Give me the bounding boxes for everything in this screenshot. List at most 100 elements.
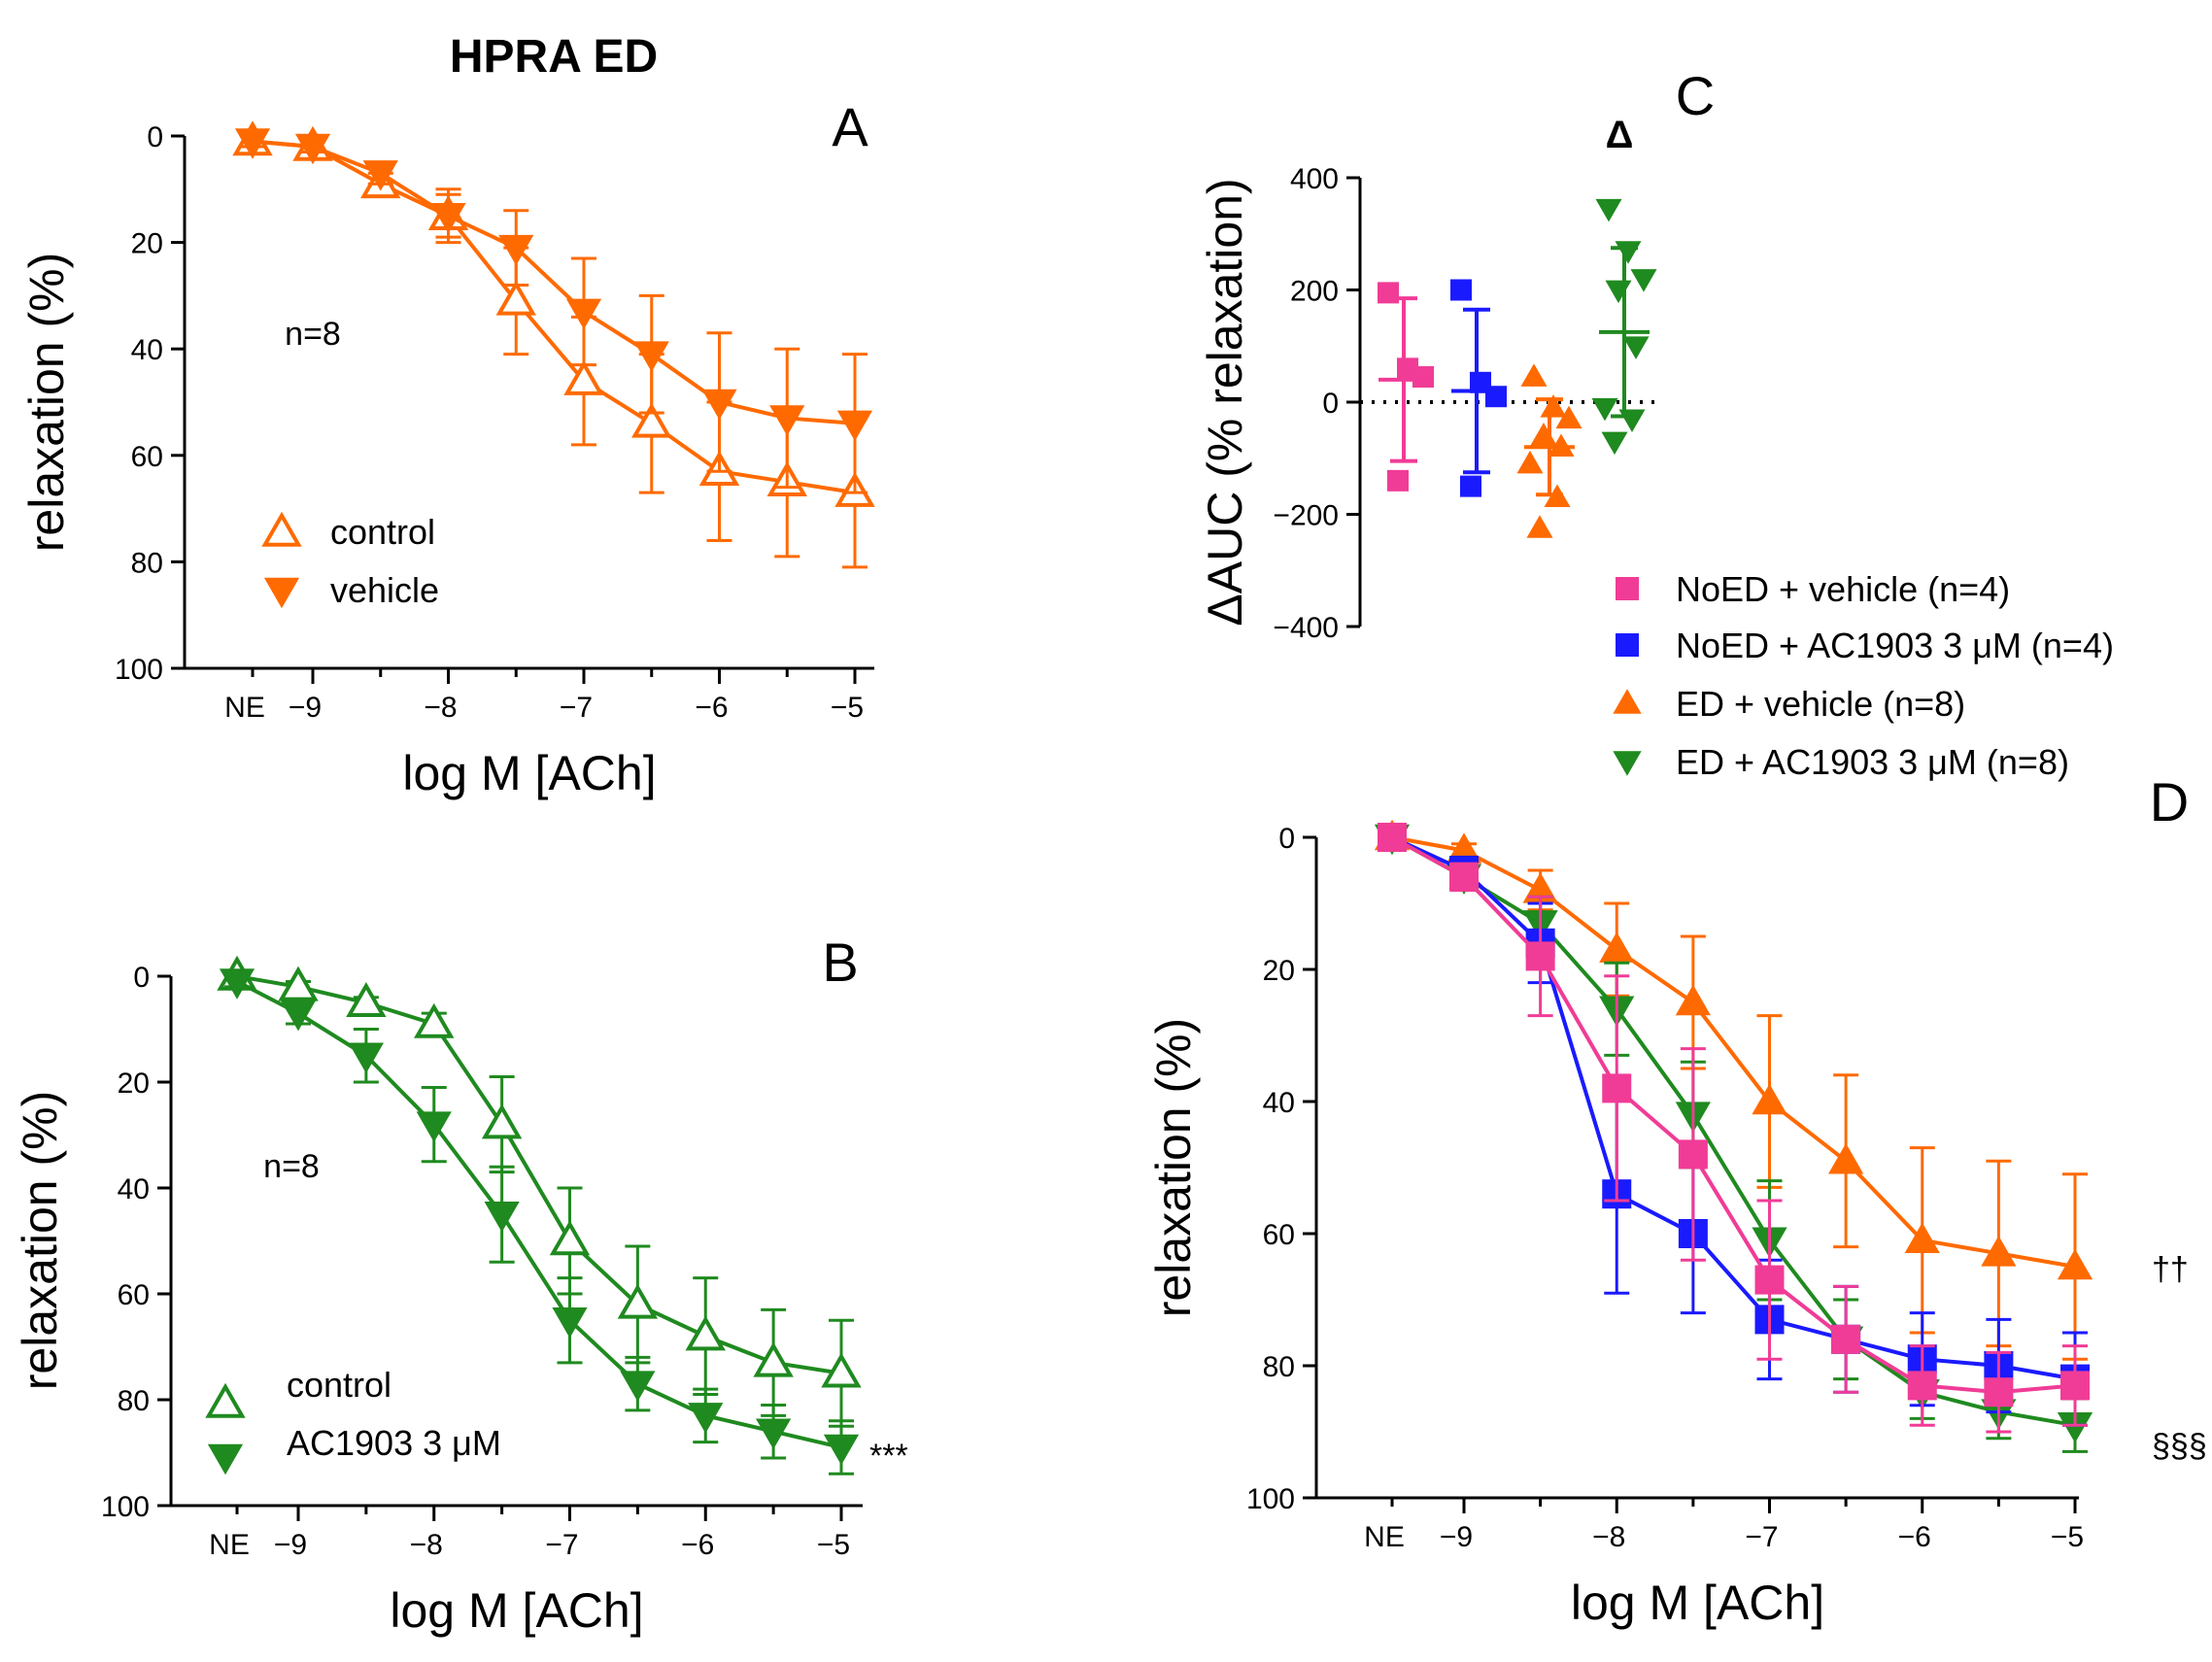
y-tick-label: 80 xyxy=(118,1385,150,1417)
y-tick-label: 0 xyxy=(147,121,163,153)
data-point xyxy=(1460,475,1481,497)
x-tick-label: −8 xyxy=(424,692,457,724)
data-point xyxy=(1387,469,1409,492)
y-tick-label: 40 xyxy=(118,1173,150,1205)
x-tick-label: −5 xyxy=(817,1529,850,1561)
data-point xyxy=(565,298,602,330)
legend-marker xyxy=(207,1443,244,1475)
x-tick-label: −9 xyxy=(1440,1521,1473,1553)
x-axis-label: log M [ACh] xyxy=(390,1583,643,1638)
data-point xyxy=(278,966,319,1001)
data-point xyxy=(346,981,387,1017)
data-point xyxy=(1828,1142,1864,1174)
y-tick-label: 40 xyxy=(131,334,163,366)
legend-label: vehicle xyxy=(330,570,439,610)
data-point xyxy=(2057,1248,2093,1280)
group-2 xyxy=(1516,363,1582,538)
series-line xyxy=(236,974,842,1375)
data-point xyxy=(348,1042,384,1074)
legend-marker xyxy=(1613,689,1642,714)
data-point xyxy=(294,133,331,165)
x-axis-label: log M [ACh] xyxy=(1571,1576,1824,1630)
legend-label: AC1903 3 μM xyxy=(287,1423,501,1463)
data-point xyxy=(414,1002,455,1038)
data-point xyxy=(549,1220,591,1256)
series-ac1903-3-m xyxy=(219,968,860,1475)
data-point xyxy=(1678,1139,1708,1170)
series-vehicle xyxy=(234,128,873,494)
y-tick-label: 80 xyxy=(1263,1351,1295,1383)
data-point xyxy=(1615,241,1642,264)
legend-label: control xyxy=(287,1365,391,1405)
data-point xyxy=(1754,1265,1785,1295)
data-point xyxy=(1555,405,1582,429)
data-point xyxy=(1602,1073,1632,1103)
y-tick-label: 20 xyxy=(1263,955,1295,987)
data-point xyxy=(633,341,669,372)
legend-label: ED + AC1903 3 μM (n=8) xyxy=(1676,742,2069,782)
y-tick-label: 0 xyxy=(1278,823,1295,855)
legend-marker xyxy=(205,1382,246,1418)
data-point xyxy=(701,389,737,421)
significance-mark-bottom: §§§ xyxy=(2152,1428,2207,1465)
x-tick-label: −6 xyxy=(681,1529,714,1561)
significance-mark: Δ xyxy=(1606,114,1634,156)
legend-marker xyxy=(1616,633,1639,657)
data-point xyxy=(1591,397,1618,422)
group-1 xyxy=(1450,279,1507,497)
y-axis-label: relaxation (%) xyxy=(13,1091,67,1390)
data-point xyxy=(1599,932,1635,963)
legend-marker xyxy=(1616,577,1639,600)
y-tick-label: 0 xyxy=(1322,388,1339,420)
data-point xyxy=(563,359,604,395)
data-point xyxy=(617,1283,659,1319)
y-tick-label: 40 xyxy=(1263,1087,1295,1119)
legend-marker xyxy=(263,577,300,609)
data-point xyxy=(498,234,534,266)
data-point xyxy=(1981,1236,2017,1267)
data-point xyxy=(1752,1083,1787,1115)
legend-marker xyxy=(1613,751,1642,776)
data-point xyxy=(1984,1377,2014,1408)
data-point xyxy=(1622,336,1650,359)
series-noed-ac1903-3-m xyxy=(1378,823,2090,1427)
x-tick-label: −7 xyxy=(560,692,593,724)
y-tick-label: 60 xyxy=(131,441,163,473)
panel-letter: C xyxy=(1676,65,1715,126)
panel-letter: A xyxy=(832,96,868,157)
x-tick-label: −6 xyxy=(695,692,728,724)
data-point xyxy=(1595,198,1622,222)
legend-label: NoED + vehicle (n=4) xyxy=(1676,569,2010,609)
data-point xyxy=(1601,431,1628,456)
y-axis-label: ΔAUC (% relaxation) xyxy=(1198,178,1252,626)
data-point xyxy=(552,1307,588,1339)
series-line xyxy=(252,139,856,495)
panel-d: 0 20 40 60 80 100 NE −9 −8 −7 −6 −5 log M [ACh] relax… xyxy=(1146,771,2207,1630)
x-tick-label: NE xyxy=(224,692,265,724)
figure-title: HPRA ED xyxy=(450,31,658,83)
y-tick-label: 60 xyxy=(1263,1219,1295,1251)
data-point xyxy=(1378,823,1407,852)
data-point xyxy=(1675,984,1711,1016)
panel-b: 0 20 40 60 80 100 NE −9 −8 −7 −6 −5 log M [ACh] relax… xyxy=(13,932,908,1638)
panel-letter: D xyxy=(2150,771,2189,832)
data-point xyxy=(495,280,536,316)
data-point xyxy=(821,1352,862,1388)
y-tick-label: −200 xyxy=(1273,500,1339,532)
panel-letter: B xyxy=(822,932,858,993)
y-tick-label: −400 xyxy=(1273,612,1339,644)
series-line xyxy=(1391,835,2076,1381)
y-tick-label: 100 xyxy=(101,1491,150,1523)
data-point xyxy=(1525,941,1555,971)
x-tick-label: −6 xyxy=(1898,1521,1931,1553)
data-point xyxy=(620,1371,656,1402)
x-tick-label: NE xyxy=(1364,1521,1405,1553)
data-point xyxy=(756,1418,792,1449)
data-point xyxy=(1605,280,1632,304)
data-point xyxy=(1449,862,1479,892)
data-point xyxy=(1450,279,1472,301)
x-tick-label: −8 xyxy=(1592,1521,1625,1553)
y-tick-label: 100 xyxy=(115,654,163,686)
x-tick-label: NE xyxy=(209,1529,250,1561)
